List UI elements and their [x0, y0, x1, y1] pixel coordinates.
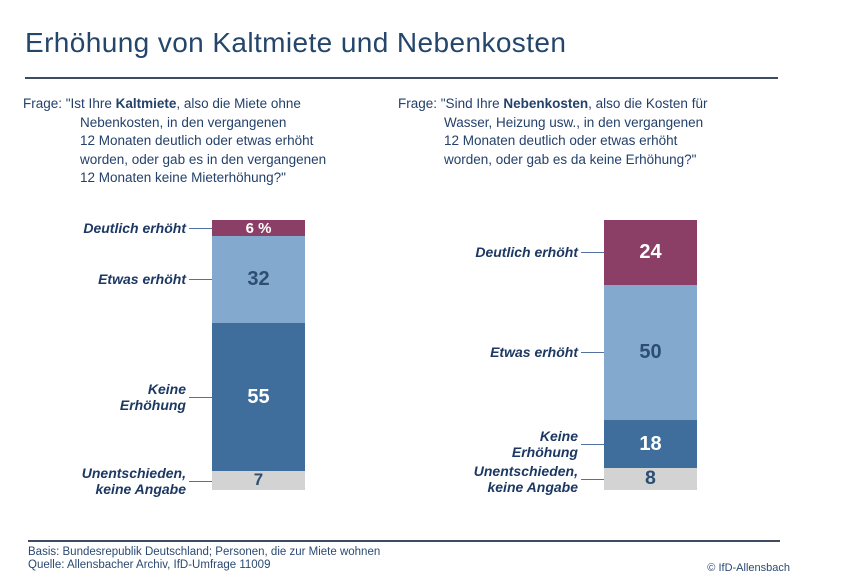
value-label: 8	[645, 467, 656, 490]
question-line: 12 Monaten deutlich oder etwas erhöht	[80, 133, 314, 149]
bar-segment: 24	[604, 220, 697, 285]
category-label: Deutlich erhöht	[83, 220, 186, 237]
bar-segment: 8	[604, 468, 697, 490]
bar-segment: 6 %	[212, 219, 305, 237]
question-nebenkosten: Frage: "Sind Ihre Nebenkosten, also die …	[398, 95, 768, 169]
question-bold-term: Kaltmiete	[115, 96, 177, 111]
footer-rule	[28, 540, 780, 542]
leader-line	[581, 352, 614, 354]
question-text-part: , also die Miete ohne	[176, 96, 301, 111]
title-underline	[25, 77, 778, 79]
question-bold-term: Nebenkosten	[503, 96, 589, 111]
question-line: Nebenkosten, in den vergangenen	[80, 114, 287, 130]
question-line: Frage: "Ist Ihre Kaltmiete, also die Mie…	[23, 95, 383, 114]
value-label: 18	[639, 433, 662, 456]
chart-nebenkosten: Deutlich erhöht Etwas erhöht Keine Erhöhung…	[421, 220, 697, 495]
question-line: Wasser, Heizung usw., in den vergangenen	[444, 114, 704, 130]
value-label: 55	[247, 385, 270, 408]
basis-note: Basis: Bundesrepublik Deutschland; Perso…	[28, 546, 381, 558]
category-label: Etwas erhöht	[98, 271, 186, 288]
source-note: Quelle: Allensbacher Archiv, IfD-Umfrage…	[28, 559, 271, 571]
category-label: Unentschieden, keine Angabe	[81, 464, 186, 497]
category-label: Keine Erhöhung	[119, 380, 186, 413]
bar-segment: 18	[604, 419, 697, 469]
value-label: 7	[253, 470, 264, 490]
bar-segment: 50	[604, 284, 697, 420]
chart-kaltmiete: Deutlich erhöht Etwas erhöht Keine Erhöhung…	[29, 220, 305, 497]
question-line: Frage: "Sind Ihre Nebenkosten, also die …	[398, 95, 768, 114]
question-line: 12 Monaten deutlich oder etwas erhöht	[444, 133, 678, 149]
leader-line	[189, 228, 222, 230]
bar-segment: 55	[212, 322, 305, 472]
category-label: Keine Erhöhung	[511, 428, 578, 461]
question-text-part: , also die Kosten für	[588, 96, 708, 111]
copyright: © IfD-Allensbach	[707, 562, 790, 574]
category-label: Etwas erhöht	[490, 344, 578, 361]
category-label: Deutlich erhöht	[475, 244, 578, 261]
question-text-part: Frage: "Ist Ihre	[23, 96, 116, 111]
question-line: worden, oder gab es da keine Erhöhung?"	[444, 151, 697, 167]
leader-line	[581, 479, 614, 481]
bar-segment: 32	[212, 236, 305, 323]
leader-line	[581, 444, 614, 446]
value-label: 24	[639, 241, 662, 264]
page-title: Erhöhung von Kaltmiete und Nebenkosten	[25, 27, 567, 58]
stacked-bar: 6 % 32 55 7	[212, 220, 305, 490]
bar-segment: 7	[212, 471, 305, 490]
question-text-part: Frage: "Sind Ihre	[398, 96, 504, 111]
leader-line	[189, 279, 222, 281]
value-label: 50	[639, 341, 662, 364]
stacked-bar: 24 50 18 8	[604, 220, 697, 490]
leader-line	[189, 480, 222, 482]
leader-line	[581, 252, 614, 254]
leader-line	[189, 396, 222, 398]
value-label: 32	[247, 268, 270, 291]
category-label: Unentschieden, keine Angabe	[473, 463, 578, 496]
question-line: worden, oder gab es in den vergangenen	[80, 151, 327, 167]
value-label: 6 %	[245, 219, 272, 237]
question-line: 12 Monaten keine Mieterhöhung?"	[80, 170, 286, 186]
question-kaltmiete: Frage: "Ist Ihre Kaltmiete, also die Mie…	[23, 95, 383, 188]
